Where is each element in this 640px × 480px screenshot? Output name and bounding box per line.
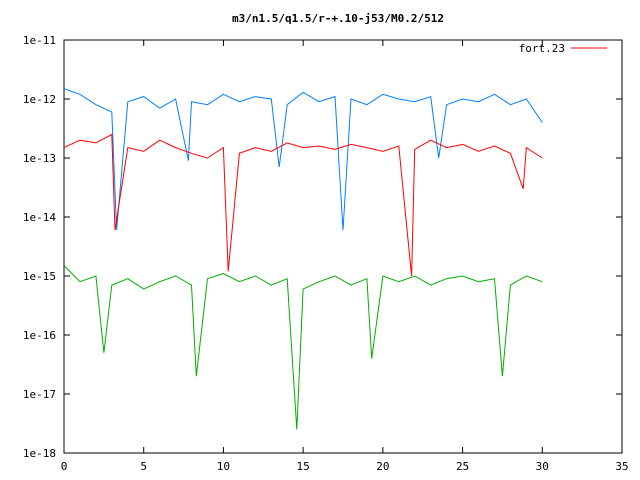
x-tick-label: 5 bbox=[140, 460, 147, 473]
series-layer bbox=[63, 88, 543, 430]
x-axis: 0 5 10 15 20 25 30 35 bbox=[61, 40, 629, 473]
series-line-3 bbox=[63, 265, 543, 430]
chart-title: m3/n1.5/q1.5/r-+.10-j53/M0.2/512 bbox=[232, 12, 444, 25]
series-line-2 bbox=[63, 133, 543, 277]
x-tick-label: 35 bbox=[615, 460, 628, 473]
series-line-1 bbox=[63, 88, 543, 231]
x-tick-label: 10 bbox=[217, 460, 230, 473]
x-tick-label: 25 bbox=[456, 460, 469, 473]
plot-frame bbox=[63, 39, 623, 454]
y-tick-label: 1e-14 bbox=[23, 211, 56, 224]
y-tick-label: 1e-17 bbox=[23, 388, 56, 401]
x-tick-label: 15 bbox=[297, 460, 310, 473]
y-tick-label: 1e-13 bbox=[23, 152, 56, 165]
y-tick-label: 1e-16 bbox=[23, 329, 56, 342]
y-axis: 1e-18 1e-17 1e-16 1e-15 1e-14 1e-13 1e-12 1e-11 bbox=[23, 34, 622, 460]
legend: fort.23 bbox=[519, 42, 607, 55]
y-tick-label: 1e-15 bbox=[23, 270, 56, 283]
x-tick-label: 20 bbox=[376, 460, 389, 473]
x-tick-label: 30 bbox=[536, 460, 549, 473]
y-tick-label: 1e-11 bbox=[23, 34, 56, 47]
y-tick-label: 1e-12 bbox=[23, 93, 56, 106]
legend-label: fort.23 bbox=[519, 42, 565, 55]
y-tick-label: 1e-18 bbox=[23, 447, 56, 460]
x-tick-label: 0 bbox=[61, 460, 68, 473]
